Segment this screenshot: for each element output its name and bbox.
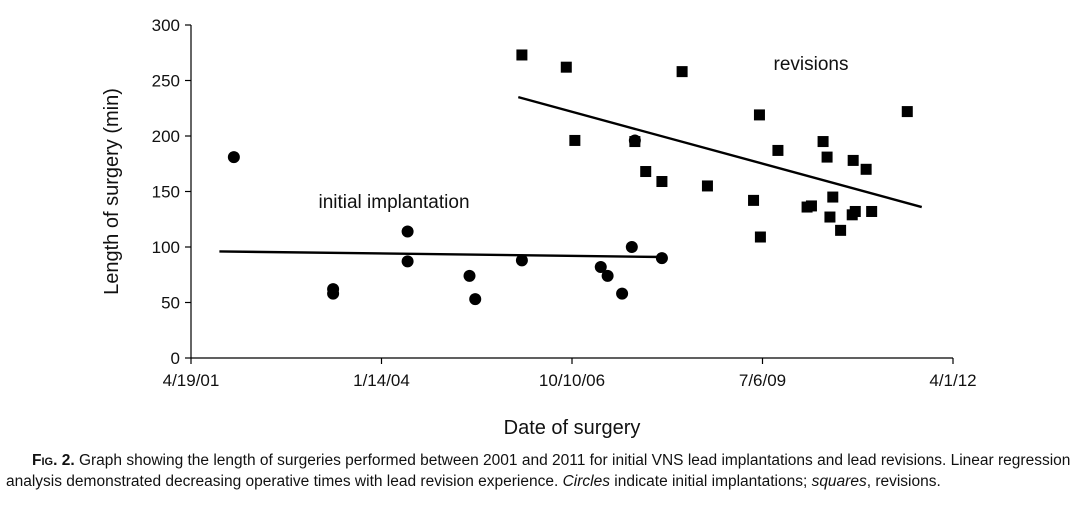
scatter-chart: 0 50 100 150 200 250 300 4/19/01 1/14/04 10/10/06… [101, 16, 977, 439]
y-tick-label: 200 [152, 127, 180, 146]
x-tick-label: 4/1/12 [929, 371, 976, 390]
point-revisions [835, 224, 847, 236]
point-revisions [701, 180, 713, 192]
point-revisions [805, 200, 817, 212]
caption-part-0: Graph showing the length of surgeries pe… [6, 452, 1071, 490]
point-revisions [748, 194, 760, 206]
caption-part-3: squares [811, 473, 867, 490]
point-revisions [754, 231, 766, 243]
point-revisions [901, 106, 913, 118]
point-initial-implantation [601, 269, 614, 282]
data-points [227, 49, 913, 306]
axes [185, 24, 954, 364]
point-revisions [569, 134, 581, 146]
point-initial-implantation [401, 225, 414, 238]
point-revisions [821, 151, 833, 163]
point-initial-implantation [625, 241, 638, 253]
caption-part-4: , revisions. [866, 473, 941, 490]
x-tick-label: 10/10/06 [539, 371, 605, 390]
point-revisions [866, 205, 878, 217]
point-revisions [640, 166, 652, 178]
y-tick-label: 0 [171, 349, 180, 368]
tick-labels: 0 50 100 150 200 250 300 4/19/01 1/14/04 10/10/06… [152, 16, 977, 390]
figure-label: Fig. 2. [32, 452, 75, 469]
y-axis-title: Length of surgery (min) [101, 88, 123, 295]
regression-lines [219, 95, 923, 259]
y-tick-label: 150 [152, 183, 180, 202]
point-revisions [516, 49, 528, 61]
annotation-initial-implantation: initial implantation [318, 192, 469, 213]
point-revisions [817, 136, 829, 148]
x-tick-label: 1/14/04 [353, 371, 410, 390]
caption-part-1: Circles [562, 473, 610, 490]
point-initial-implantation [227, 151, 240, 164]
y-tick-label: 50 [161, 294, 180, 313]
point-revisions [849, 205, 861, 217]
point-initial-implantation [401, 255, 414, 268]
chart-labels: Date of surgery Length of surgery (min) in… [101, 54, 848, 439]
point-revisions [847, 154, 859, 166]
point-revisions [656, 176, 668, 188]
caption-part-2: indicate initial implantations; [609, 473, 812, 490]
x-axis-title: Date of surgery [504, 417, 641, 439]
regression-line-revisions [517, 95, 923, 209]
point-revisions [827, 191, 839, 203]
point-initial-implantation [616, 287, 629, 300]
x-tick-label: 4/19/01 [163, 371, 220, 390]
point-revisions [560, 61, 572, 73]
point-initial-implantation [463, 269, 476, 282]
annotation-revisions: revisions [774, 54, 849, 75]
point-revisions [824, 211, 836, 223]
point-initial-implantation [327, 287, 340, 300]
regression-line-initial-implantation [219, 250, 663, 259]
point-revisions [772, 144, 784, 156]
y-tick-label: 100 [152, 238, 180, 257]
point-initial-implantation [469, 293, 482, 306]
point-initial-implantation [655, 252, 668, 265]
point-revisions [753, 109, 765, 121]
caption-text: Graph showing the length of surgeries pe… [6, 452, 1070, 490]
y-tick-label: 250 [152, 72, 180, 91]
point-revisions [629, 136, 641, 148]
y-tick-label: 300 [152, 16, 180, 35]
point-initial-implantation [515, 254, 528, 267]
point-revisions [860, 163, 872, 175]
point-initial-implantation [594, 260, 607, 273]
x-tick-label: 7/6/09 [739, 371, 786, 390]
figure-caption: Fig. 2. Graph showing the length of surg… [6, 450, 1074, 492]
point-revisions [676, 66, 688, 78]
